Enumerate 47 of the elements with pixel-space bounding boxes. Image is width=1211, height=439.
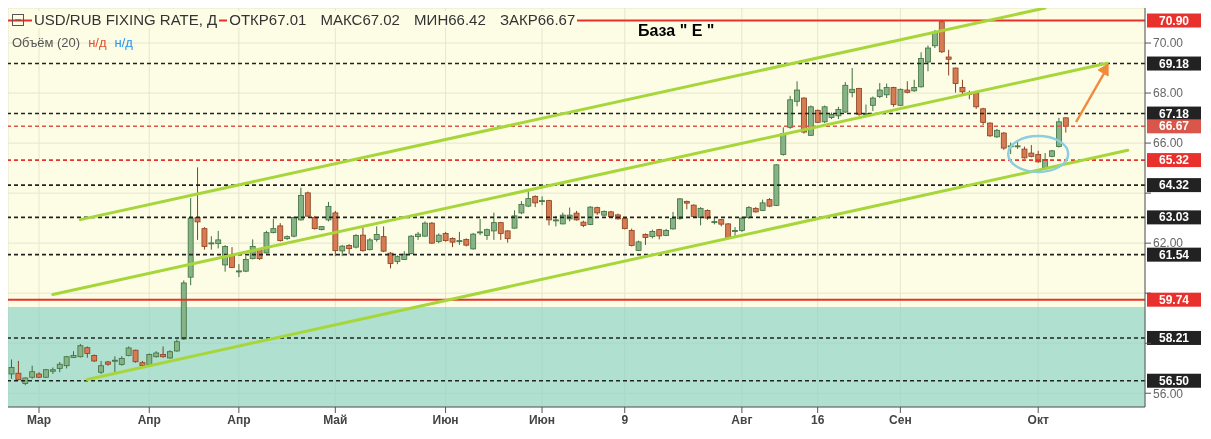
- x-tick-label: Июн: [528, 412, 556, 427]
- ref-line-label: 70.90: [1158, 13, 1190, 28]
- candlestick: [511, 209, 518, 230]
- y-tick-label: 68.00: [1153, 86, 1184, 101]
- x-tick-label: Май: [323, 412, 348, 427]
- x-tick-label: 9: [621, 412, 629, 427]
- x-tick-label: 16: [811, 412, 825, 427]
- annotation: База " Е ": [638, 22, 715, 40]
- x-tick-label: Окт: [1027, 412, 1049, 427]
- ref-line-label: 59.74: [1158, 292, 1190, 307]
- candlestick: [277, 222, 284, 243]
- ref-line-label: 65.32: [1158, 153, 1190, 168]
- candlestick: [194, 166, 201, 241]
- candlestick: [304, 191, 311, 218]
- annotation: н/д: [88, 35, 107, 50]
- ref-line-label: 56.50: [1158, 373, 1190, 388]
- chart-subtitle: ОТКР67.01 МАКС67.02 МИН66.42 ЗАКР66.67: [227, 11, 578, 28]
- y-tick-label: 56.00: [1153, 386, 1184, 401]
- y-tick-label: 66.00: [1153, 136, 1184, 151]
- candlestick: [952, 67, 959, 94]
- candlestick: [697, 206, 704, 226]
- x-tick-label: Сен: [889, 412, 912, 427]
- annotation: Объём (20): [12, 35, 81, 50]
- x-tick-label: Апр: [227, 412, 251, 427]
- ref-line-label: 58.21: [1158, 330, 1190, 345]
- y-tick-label: 70.00: [1153, 36, 1184, 51]
- x-tick-label: Апр: [137, 412, 161, 427]
- ref-line-label: 64.32: [1158, 178, 1190, 193]
- candlestick: [945, 49, 952, 77]
- ref-line-label: 63.03: [1158, 210, 1190, 225]
- x-tick-label: Июн: [432, 412, 459, 427]
- candlestick: [380, 225, 387, 253]
- candlestick: [8, 358, 15, 380]
- chart-title: USD/RUB FIXING RATE, Д: [32, 11, 220, 28]
- candlestick: [360, 226, 366, 253]
- ref-line-label: 69.18: [1158, 56, 1190, 71]
- candlestick: [546, 199, 552, 226]
- candlestick: [428, 221, 435, 245]
- candlestick: [160, 345, 166, 359]
- ref-line-label: 66.67: [1158, 119, 1190, 134]
- x-tick-label: Мар: [26, 412, 52, 427]
- annotation: н/д: [114, 35, 133, 50]
- candlestick: [780, 126, 787, 157]
- x-tick-label: Авг: [731, 412, 753, 427]
- candlestick: [539, 195, 545, 206]
- ref-line-label: 67.18: [1158, 106, 1190, 121]
- candlestick: [201, 226, 208, 251]
